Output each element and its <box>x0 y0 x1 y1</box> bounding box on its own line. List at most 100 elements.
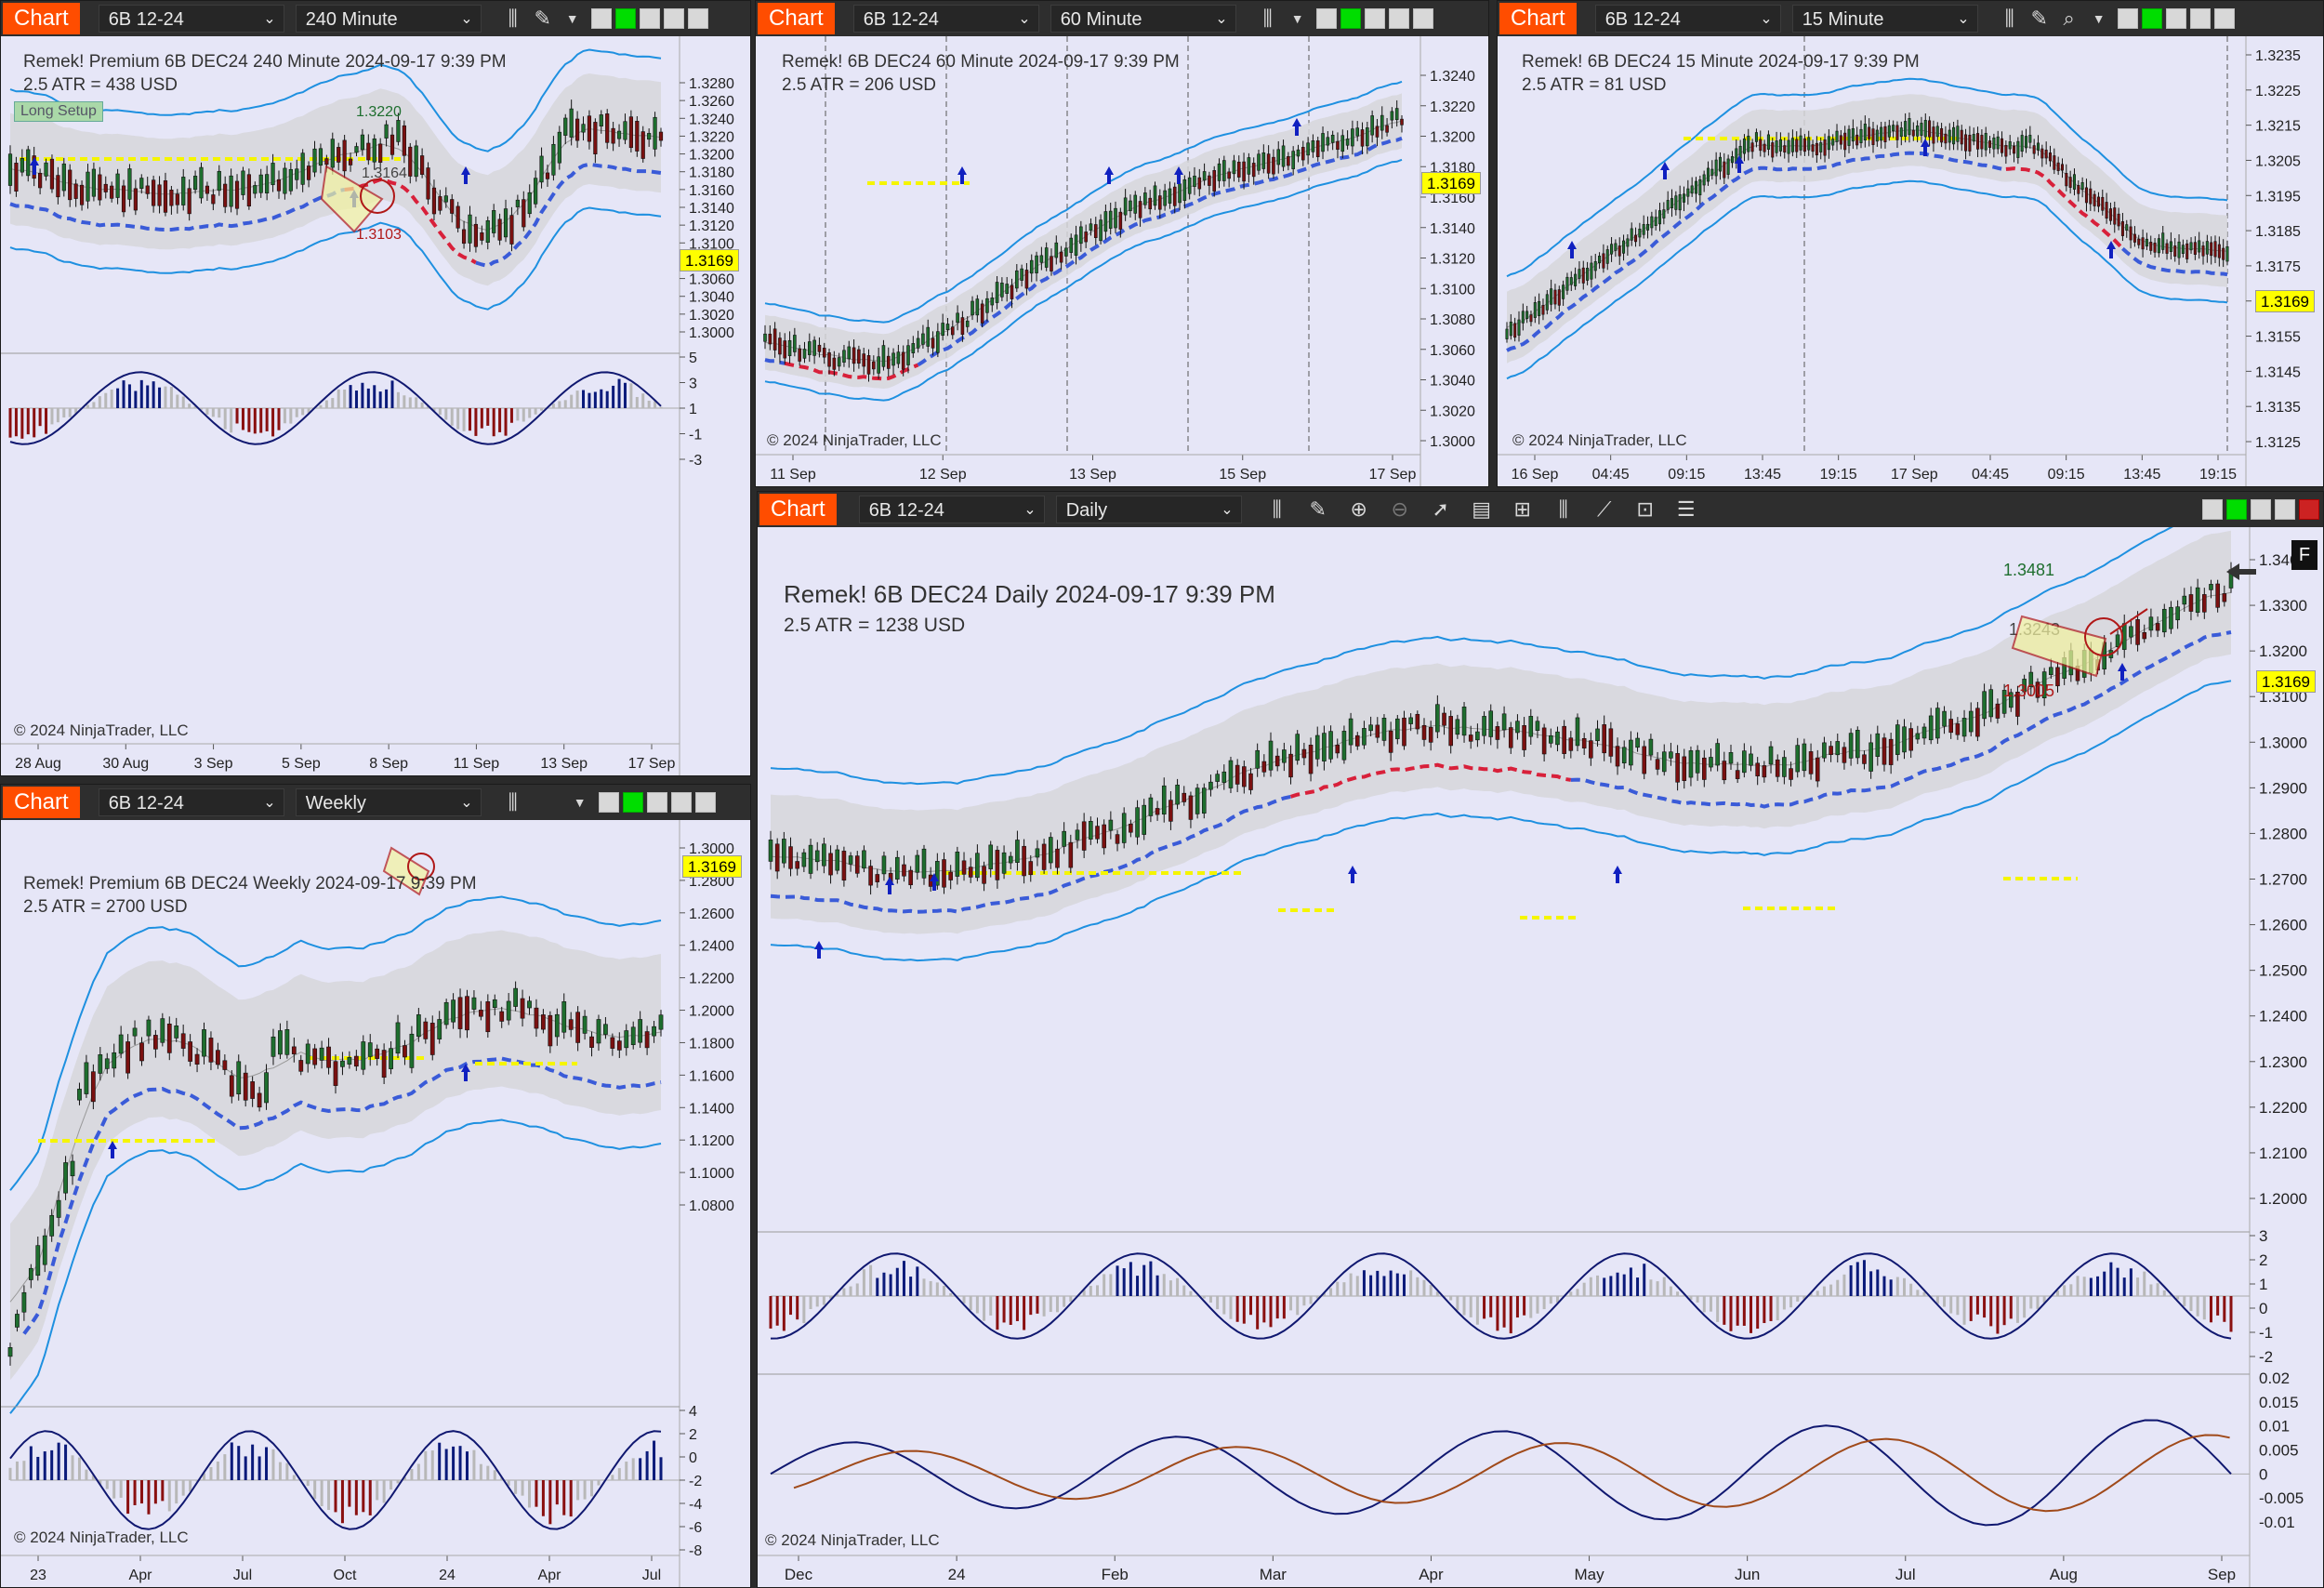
candle-body <box>1590 262 1593 280</box>
restore-button[interactable] <box>2213 8 2235 29</box>
histogram-bar <box>1582 1282 1586 1296</box>
candle-body <box>1341 731 1347 761</box>
minimize-button[interactable] <box>1364 8 1385 29</box>
zoom-icon[interactable]: ⌕ <box>2063 7 2075 30</box>
candle-body <box>1928 715 1934 741</box>
timeframe-select[interactable]: 15 Minute ⌄ <box>1791 5 1978 33</box>
pointer-icon[interactable]: ➚ <box>1432 497 1449 521</box>
timeframe-select[interactable]: Daily ⌄ <box>1055 496 1242 523</box>
window-option-button[interactable] <box>2117 8 2138 29</box>
histogram-bar <box>265 1447 269 1480</box>
candle-body <box>1375 724 1380 738</box>
properties-icon[interactable]: ⊞ <box>1513 497 1531 521</box>
chevron-down-icon[interactable]: ▼ <box>565 11 579 26</box>
bar-style-icon[interactable]: ⫼ <box>2004 7 2014 30</box>
candle-body <box>1555 731 1560 746</box>
histogram-bar <box>1296 1296 1300 1316</box>
zoom-out-icon[interactable]: ⊖ <box>1391 497 1408 521</box>
candle-body <box>1495 726 1500 740</box>
chart-menu-button[interactable]: Chart <box>1499 3 1577 34</box>
maximize-button[interactable] <box>1388 8 1409 29</box>
bar-style-icon[interactable]: ⫼ <box>508 7 518 30</box>
histogram-bar <box>50 1449 54 1480</box>
candle-body <box>1215 774 1220 782</box>
link-button[interactable] <box>614 8 636 29</box>
indicators-icon[interactable]: ⫼ <box>1558 497 1568 521</box>
drawing-tool-icon[interactable]: ✎ <box>534 7 551 30</box>
chart-menu-button[interactable]: Chart <box>3 787 80 818</box>
price-chart[interactable]: 1.3235 1.3225 1.3215 1.3205 1.3195 1.3185 1.31… <box>1498 36 2324 487</box>
candle-body <box>1348 718 1353 746</box>
zoom-in-icon[interactable]: ⊕ <box>1350 497 1367 521</box>
chart-menu-button[interactable]: Chart <box>759 494 837 525</box>
maximize-button[interactable] <box>670 792 692 813</box>
restore-button[interactable] <box>1412 8 1433 29</box>
timeframe-select[interactable]: Weekly ⌄ <box>295 788 482 816</box>
histogram-bar <box>119 1480 123 1498</box>
data-box-icon[interactable]: ▤ <box>1472 497 1492 521</box>
y-tick-label: 1.2900 <box>2259 779 2307 797</box>
y-tick-label: 1.3040 <box>1430 374 1475 390</box>
chart-menu-button[interactable]: Chart <box>3 3 80 34</box>
maximize-button[interactable] <box>2189 8 2211 29</box>
histogram-bar <box>1855 1262 1859 1296</box>
histogram-bar <box>169 387 173 408</box>
minimize-button[interactable] <box>2251 499 2271 520</box>
candle-body <box>42 1235 47 1265</box>
minimize-button[interactable] <box>2165 8 2186 29</box>
candle-body <box>1694 180 1698 194</box>
minimize-button[interactable] <box>639 8 660 29</box>
bar-style-icon[interactable]: ⫼ <box>1272 497 1282 521</box>
chevron-down-icon[interactable]: ▼ <box>1290 11 1304 26</box>
price-chart[interactable]: 1.3000 1.2800 1.2600 1.2400 1.2200 1.2000 1.18… <box>1 820 751 1588</box>
chevron-down-icon: ⌄ <box>1221 502 1234 518</box>
minimize-button[interactable] <box>646 792 667 813</box>
instrument-select[interactable]: 6B 12-24 ⌄ <box>852 5 1039 33</box>
candle-body <box>587 115 592 142</box>
candle-body <box>1274 755 1280 767</box>
candle-body <box>1197 177 1202 190</box>
chart-menu-button[interactable]: Chart <box>758 3 835 34</box>
candle-body <box>378 143 383 163</box>
link-button[interactable] <box>1340 8 1361 29</box>
bar-style-icon[interactable]: ⫼ <box>508 790 518 814</box>
link-button[interactable] <box>2141 8 2162 29</box>
timeframe-select[interactable]: 240 Minute ⌄ <box>295 5 482 33</box>
f-button[interactable]: F <box>2291 540 2317 570</box>
link-button[interactable] <box>622 792 643 813</box>
y-tick-label: 1.3155 <box>2255 330 2301 346</box>
histogram-bar <box>259 408 263 433</box>
bar-style-icon[interactable]: ⫼ <box>1262 7 1273 30</box>
list-icon[interactable]: ☰ <box>1676 497 1696 521</box>
instrument-select[interactable]: 6B 12-24 ⌄ <box>1594 5 1781 33</box>
window-option-button[interactable] <box>1315 8 1337 29</box>
maximize-button[interactable] <box>663 8 684 29</box>
close-button[interactable] <box>2299 499 2319 520</box>
maximize-button[interactable] <box>2275 499 2295 520</box>
candle-body <box>1747 135 1750 152</box>
timeframe-select[interactable]: 60 Minute ⌄ <box>1050 5 1236 33</box>
chevron-down-icon[interactable]: ▼ <box>573 795 587 810</box>
drawing-tool-icon[interactable]: ✎ <box>2030 7 2048 30</box>
window-option-button[interactable] <box>598 792 619 813</box>
price-level-label: 1.3005 <box>2003 682 2054 700</box>
templates-icon[interactable]: ⊡ <box>1636 497 1654 521</box>
restore-button[interactable] <box>694 792 716 813</box>
window-option-button[interactable] <box>590 8 612 29</box>
strategies-icon[interactable]: ⟋ <box>1596 497 1612 521</box>
price-chart[interactable]: 1.34001.33001.32001.31001.30001.29001.28… <box>758 527 2324 1588</box>
histogram-bar <box>456 408 460 430</box>
chevron-down-icon[interactable]: ▼ <box>2092 11 2106 26</box>
histogram-bar <box>653 1440 656 1480</box>
window-option-button[interactable] <box>2202 499 2223 520</box>
histogram-bar <box>1275 1296 1279 1319</box>
instrument-select[interactable]: 6B 12-24 ⌄ <box>858 496 1045 523</box>
instrument-select[interactable]: 6B 12-24 ⌄ <box>98 788 284 816</box>
restore-button[interactable] <box>687 8 708 29</box>
link-button[interactable] <box>2226 499 2247 520</box>
instrument-select[interactable]: 6B 12-24 ⌄ <box>98 5 284 33</box>
price-chart[interactable]: 1.32401.32201.32001.31801.31601.31401.31… <box>756 36 1489 487</box>
drawing-tool-icon[interactable]: ✎ <box>1309 497 1327 521</box>
candle-body <box>2056 162 2060 171</box>
